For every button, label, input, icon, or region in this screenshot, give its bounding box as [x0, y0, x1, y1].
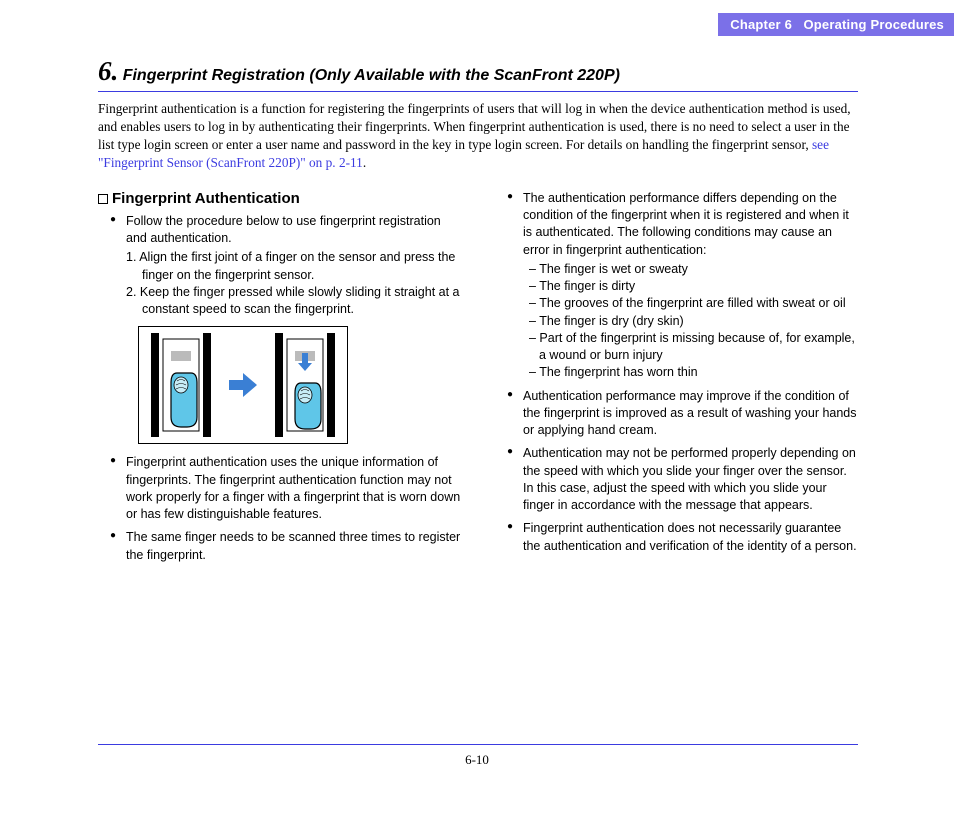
finger-press-icon — [147, 333, 215, 437]
dash-item: – The finger is dry (dry skin) — [523, 313, 858, 330]
bullet-item: Fingerprint authentication does not nece… — [511, 520, 858, 555]
step-item: 1. Align the first joint of a finger on … — [126, 249, 461, 284]
bullet-item: Authentication performance may improve i… — [511, 388, 858, 440]
checkbox-icon — [98, 194, 108, 204]
bullet-text: The authentication performance differs d… — [523, 191, 849, 257]
chapter-label: Chapter 6 — [730, 17, 792, 32]
dash-item: – The grooves of the fingerprint are fil… — [523, 295, 858, 312]
dash-item: – The fingerprint has worn thin — [523, 364, 858, 381]
bullet-text: Follow the procedure below to use finger… — [126, 214, 441, 245]
subsection-title: Fingerprint Authentication — [112, 190, 300, 207]
bullet-item: Fingerprint authentication uses the uniq… — [114, 454, 461, 523]
dash-item: – The finger is dirty — [523, 278, 858, 295]
section-title-text: Fingerprint Registration (Only Available… — [118, 67, 620, 84]
right-column: The authentication performance differs d… — [495, 190, 858, 570]
intro-paragraph: Fingerprint authentication is a function… — [98, 100, 858, 172]
left-column: Fingerprint Authentication Follow the pr… — [98, 190, 461, 570]
finger-slide-icon — [271, 333, 339, 437]
page-number: 6-10 — [0, 752, 954, 768]
intro-after: . — [363, 155, 366, 170]
bullet-item: Authentication may not be performed prop… — [511, 445, 858, 514]
page-content: 6. Fingerprint Registration (Only Availa… — [98, 56, 858, 570]
footer-rule — [98, 744, 858, 745]
section-number: 6. — [98, 56, 118, 86]
intro-text: Fingerprint authentication is a function… — [98, 101, 851, 152]
dash-item: – The finger is wet or sweaty — [523, 261, 858, 278]
arrow-right-icon — [229, 373, 257, 397]
chapter-title: Operating Procedures — [803, 17, 944, 32]
bullet-item: The same finger needs to be scanned thre… — [114, 529, 461, 564]
subsection-heading: Fingerprint Authentication — [98, 190, 461, 207]
step-item: 2. Keep the finger pressed while slowly … — [126, 284, 461, 319]
bullet-item: Follow the procedure below to use finger… — [114, 213, 461, 445]
dash-item: – Part of the fingerprint is missing bec… — [523, 330, 858, 365]
section-heading: 6. Fingerprint Registration (Only Availa… — [98, 56, 858, 92]
chapter-header: Chapter 6 Operating Procedures — [718, 13, 954, 36]
fingerprint-figure — [138, 326, 348, 444]
bullet-item: The authentication performance differs d… — [511, 190, 858, 382]
